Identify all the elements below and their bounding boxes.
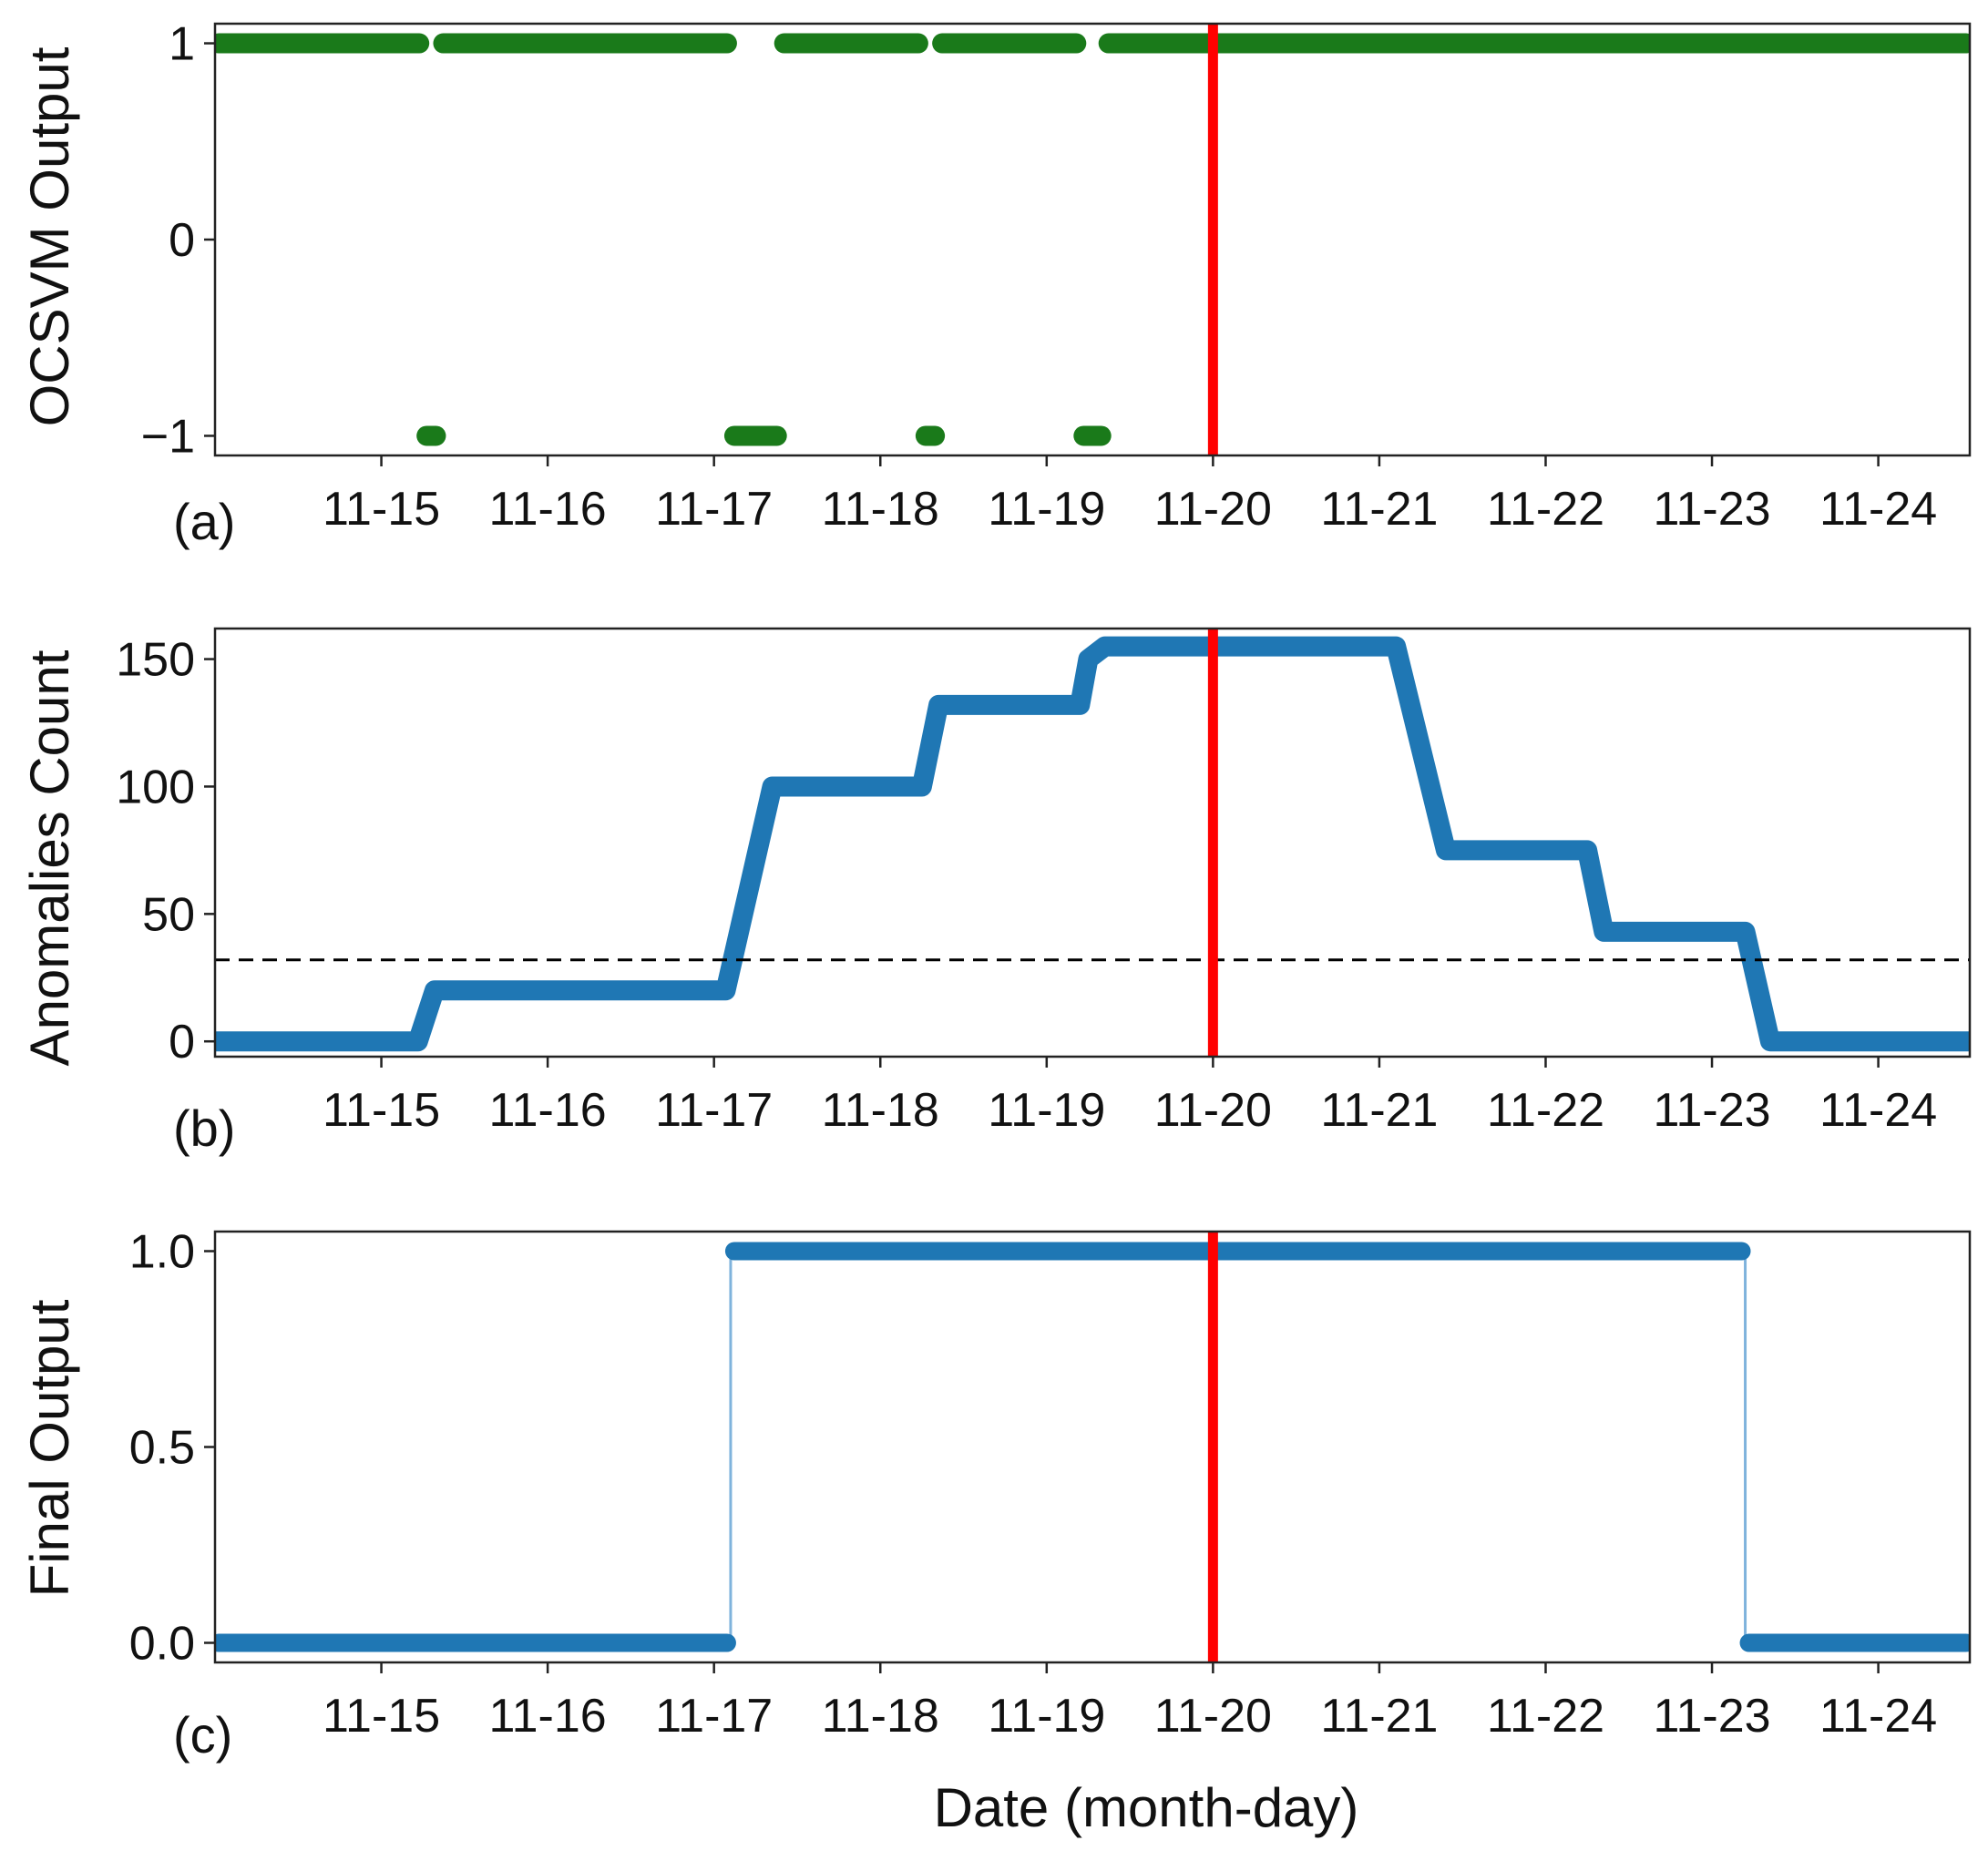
x-tick-label: 11-22 <box>1487 1084 1604 1137</box>
y-tick-label: 150 <box>116 634 195 687</box>
x-tick-label: 11-22 <box>1487 483 1604 536</box>
panel-b-tag: (b) <box>173 1099 235 1157</box>
x-tick-label: 11-17 <box>655 1084 773 1137</box>
x-tick-label: 11-22 <box>1487 1690 1604 1743</box>
y-tick-label: −1 <box>141 410 195 463</box>
x-tick-label: 11-20 <box>1154 1084 1272 1137</box>
y-tick-label: 1.0 <box>129 1226 195 1279</box>
panel-c: 0.0 0.5 1.0 11-15 11-16 11-17 11-18 11-19 11-20 1… <box>19 1226 1972 1764</box>
panel-c-data <box>215 1232 1970 1662</box>
panel-a-tag: (a) <box>173 493 235 550</box>
panel-c-tag: (c) <box>173 1706 232 1764</box>
x-tick-label: 11-18 <box>822 1084 939 1137</box>
x-tick-label: 11-15 <box>323 1084 440 1137</box>
panel-a: −1 0 1 11-15 11-16 11-17 11-18 11-19 11-20 11-21 1… <box>19 18 1972 550</box>
panel-plot-area <box>215 1232 1970 1662</box>
panel-a-data <box>215 24 1970 455</box>
x-tick-label: 11-23 <box>1653 1084 1770 1137</box>
x-tick-label: 11-16 <box>489 483 607 536</box>
x-tick-label: 11-21 <box>1320 483 1438 536</box>
y-tick-label: 0.5 <box>129 1422 195 1475</box>
y-tick-label: 50 <box>142 888 195 941</box>
x-tick-label: 11-19 <box>988 1690 1105 1743</box>
x-tick-label: 11-20 <box>1154 1690 1272 1743</box>
panel-b-data <box>215 629 1970 1057</box>
x-tick-label: 11-16 <box>489 1690 607 1743</box>
x-tick-label: 11-24 <box>1819 1690 1937 1743</box>
panel-plot-area <box>215 24 1970 455</box>
x-tick-label: 11-24 <box>1819 1084 1937 1137</box>
panel-c-ylabel: Final Output <box>19 1299 80 1597</box>
y-tick-label: 1 <box>169 18 195 71</box>
x-tick-label: 11-15 <box>323 1690 440 1743</box>
x-tick-label: 11-16 <box>489 1084 607 1137</box>
x-tick-label: 11-24 <box>1819 483 1937 536</box>
y-tick-label: 100 <box>116 761 195 813</box>
x-tick-label: 11-17 <box>655 483 773 536</box>
x-tick-label: 11-23 <box>1653 483 1770 536</box>
x-tick-label: 11-18 <box>822 483 939 536</box>
axes-frame <box>213 627 1972 1058</box>
y-tick-label: 0 <box>169 214 195 267</box>
x-tick-label: 11-21 <box>1320 1084 1438 1137</box>
panel-a-ylabel: OCSVM Output <box>19 46 80 426</box>
y-tick-label: 0 <box>169 1016 195 1069</box>
panel-b-ticks: 0 50 100 150 11-15 11-16 11-17 11-18 11-19 11-20 1… <box>116 627 1972 1137</box>
y-tick-label: 0.0 <box>129 1618 195 1671</box>
panel-a-ticks: −1 0 1 11-15 11-16 11-17 11-18 11-19 11-20 11-21 1… <box>141 18 1972 536</box>
x-tick-label: 11-23 <box>1653 1690 1770 1743</box>
x-tick-label: 11-17 <box>655 1690 773 1743</box>
x-tick-label: 11-21 <box>1320 1690 1438 1743</box>
figure-xlabel: Date (month-day) <box>934 1777 1359 1838</box>
x-tick-label: 11-19 <box>988 1084 1105 1137</box>
x-tick-label: 11-19 <box>988 483 1105 536</box>
panel-plot-area <box>215 629 1970 1057</box>
panel-b: 0 50 100 150 11-15 11-16 11-17 11-18 11-19 11-20 1… <box>19 627 1972 1157</box>
panel-c-ticks: 0.0 0.5 1.0 11-15 11-16 11-17 11-18 11-19 11-20 1… <box>129 1226 1972 1743</box>
series-line <box>215 636 1970 1052</box>
x-tick-label: 11-18 <box>822 1690 939 1743</box>
x-tick-label: 11-15 <box>323 483 440 536</box>
x-tick-label: 11-20 <box>1154 483 1272 536</box>
panel-b-ylabel: Anomalies Count <box>19 649 80 1066</box>
